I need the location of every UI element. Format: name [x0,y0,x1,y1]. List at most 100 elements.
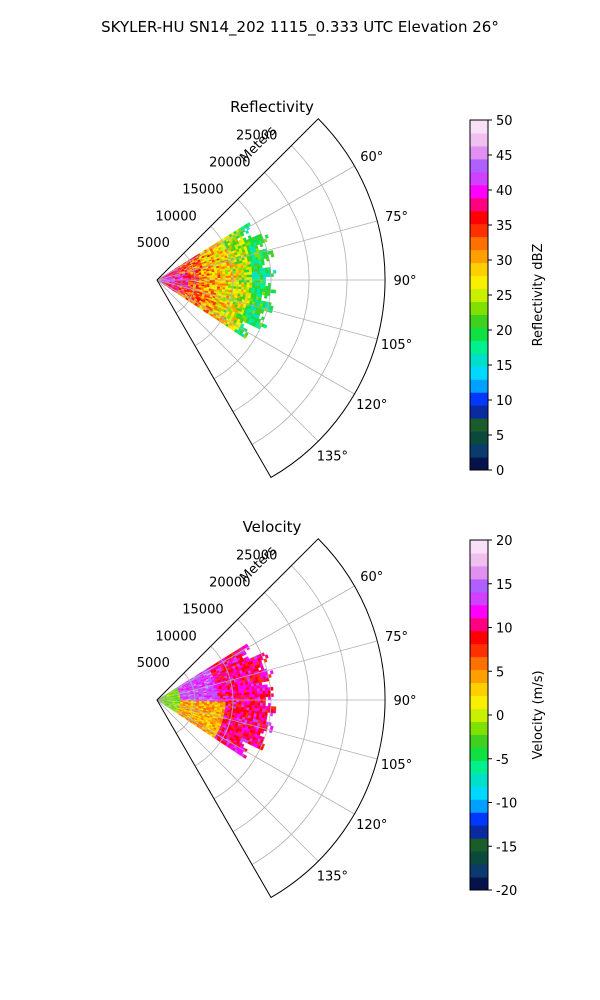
radar-gate [190,697,194,700]
radar-gate [251,710,255,714]
radar-gate [241,284,245,288]
radar-gate [233,273,237,276]
radar-gate [225,273,229,277]
radar-gate [260,309,265,314]
radar-gate [252,702,256,706]
radar-gate [243,287,247,291]
azimuth-spoke [156,279,378,340]
radar-gate [252,697,256,701]
angle-tick-label: 120° [356,818,387,833]
radar-gate [217,696,221,699]
colorbar-segment [470,431,488,445]
colorbar-segment [470,591,488,606]
radar-gate [241,690,245,694]
colorbar-tick-label: -20 [496,884,517,899]
radar-gate [259,705,264,710]
radar-gate [262,705,266,710]
colorbar-segment [470,786,488,800]
radar-gate [235,706,239,710]
radar-gate [254,691,258,695]
radar-gate [254,288,258,292]
colorbar-segment [470,262,488,277]
colorbar-segment [470,197,488,212]
radar-gate [264,708,269,713]
radar-gate [217,281,221,284]
radar-gate [246,702,250,706]
radar-gate [236,282,240,285]
radar-gate [241,282,245,286]
radar-gate [249,699,253,703]
figure-suptitle: SKYLER-HU SN14_202 1115_0.333 UTC Elevat… [101,18,499,37]
angle-tick-label: 60° [360,150,383,165]
radar-gate [212,701,216,704]
colorbar-segment [470,617,488,632]
colorbar-segment [470,721,488,735]
colorbar-segment [470,120,488,134]
radar-gate [238,275,242,278]
radar-gate [249,282,253,286]
radar-gate [254,699,258,703]
radar-gate [254,277,258,281]
radar-gate [209,696,213,699]
radar-gate [246,689,250,693]
colorbar-tick-label: 10 [496,394,513,409]
radar-gate [246,704,250,708]
radar-gate [262,693,266,698]
radar-gate [228,693,232,697]
azimuth-spoke [156,220,378,281]
radar-gate [233,695,237,699]
radar-gate [212,696,216,699]
colorbar: -20 -15 -10 -5 0 5 10 15 20 Velocity (m/s) [469,534,546,899]
radar-gate [251,285,256,289]
radar-gate [228,281,232,285]
colorbar-segment [470,656,488,671]
radar-gate [233,701,237,705]
radar-gate [228,275,232,279]
colorbar-segment [470,604,488,619]
radar-gate [235,286,239,290]
radar-gate [254,279,258,283]
colorbar-segment [470,314,488,328]
radar-gate [273,706,277,711]
range-ring [194,225,234,347]
radar-gate [233,270,237,274]
radar-gate [272,709,277,714]
radar-gate [248,686,252,690]
colorbar-tick-label: 10 [496,622,513,637]
radar-gate [256,265,260,269]
colorbar-segment [470,353,488,367]
radar-gate [251,688,255,693]
radar-gate [251,707,255,712]
colorbar-segment [470,223,488,238]
radial-tick-label: 5000 [137,656,170,671]
radar-gate [222,694,226,697]
radar-gate [201,277,205,279]
angle-tick-label: 120° [356,398,387,413]
radar-gate [249,277,253,281]
angle-tick-label: 105° [381,338,412,353]
radar-gate [241,702,245,706]
radar-gate [243,269,247,273]
radar-gate [268,696,272,701]
colorbar-tick-label: 20 [496,324,513,339]
radar-gate [260,273,264,278]
radar-gate [217,274,221,277]
radar-gate [251,290,255,294]
radar-gate [257,285,261,289]
radar-gate [228,273,232,277]
angle-tick-label: 135° [317,869,348,884]
radar-gate [256,268,261,272]
radar-gate [246,287,250,291]
colorbar-segment [470,275,488,290]
colorbar-label: Reflectivity dBZ [531,244,546,347]
panel-title: Velocity [243,518,302,536]
colorbar-segment [470,418,488,432]
radar-gate [264,684,268,689]
radar-gate [254,268,258,272]
radar-gate [265,705,269,710]
radar-gate [264,291,268,296]
radar-gate [259,265,263,269]
colorbar-segment [470,734,488,748]
radar-gate [222,276,226,279]
radar-gate [225,275,229,279]
